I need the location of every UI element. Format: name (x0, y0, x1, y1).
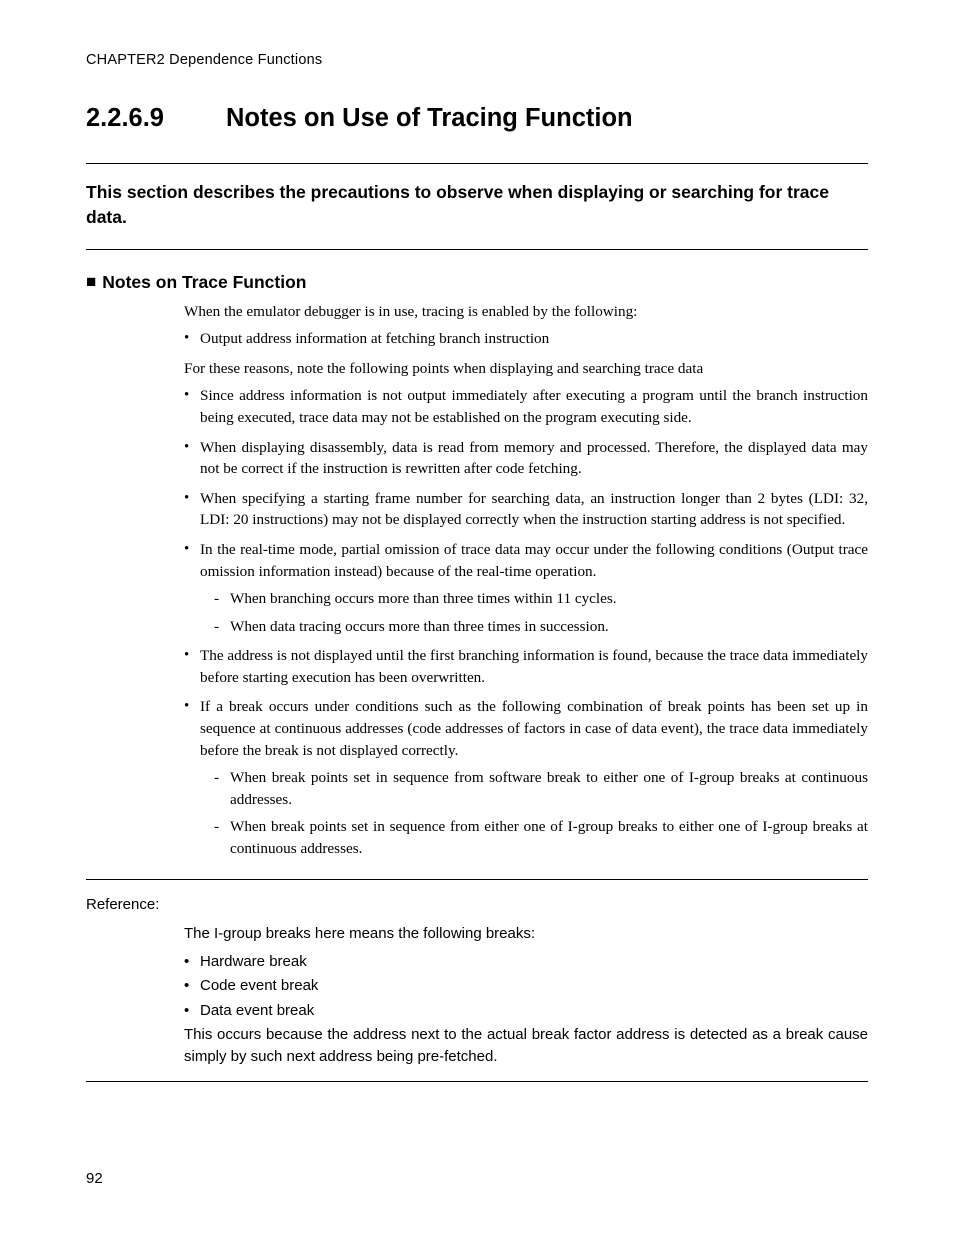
document-page: CHAPTER2 Dependence Functions 2.2.6.9Not… (0, 0, 954, 1235)
section-title: Notes on Use of Tracing Function (226, 104, 633, 132)
list-item: When displaying disassembly, data is rea… (184, 437, 868, 480)
section-number: 2.2.6.9 (86, 104, 226, 133)
paragraph: For these reasons, note the following po… (184, 358, 868, 380)
bullet-list: Hardware breakCode event breakData event… (184, 951, 868, 1023)
body-content: When the emulator debugger is in use, tr… (86, 301, 868, 860)
divider (86, 249, 868, 250)
bullet-list: Output address information at fetching b… (184, 328, 868, 350)
subheading-text: Notes on Trace Function (102, 272, 306, 292)
list-item: When break points set in sequence from s… (214, 767, 868, 810)
divider (86, 879, 868, 880)
page-number: 92 (86, 1170, 103, 1187)
bullet-list: Since address information is not output … (184, 385, 868, 859)
section-heading: 2.2.6.9Notes on Use of Tracing Function (86, 104, 868, 133)
list-item: The address is not displayed until the f… (184, 645, 868, 688)
reference-block: Reference: The I-group breaks here means… (86, 879, 868, 1081)
list-item: When branching occurs more than three ti… (214, 588, 868, 610)
list-item: Output address information at fetching b… (184, 328, 868, 350)
section-intro: This section describes the precautions t… (86, 164, 868, 249)
list-item: When specifying a starting frame number … (184, 488, 868, 531)
list-item: In the real-time mode, partial omission … (184, 539, 868, 637)
paragraph: The I-group breaks here means the follow… (184, 923, 868, 944)
list-item: When data tracing occurs more than three… (214, 616, 868, 638)
divider (86, 1081, 868, 1082)
reference-body: The I-group breaks here means the follow… (86, 923, 868, 1066)
paragraph: This occurs because the address next to … (184, 1024, 868, 1067)
square-bullet-icon: ■ (86, 272, 96, 292)
list-item: If a break occurs under conditions such … (184, 696, 868, 859)
list-item: Hardware break (184, 951, 868, 974)
reference-label: Reference: (86, 896, 868, 913)
list-item: When break points set in sequence from e… (214, 816, 868, 859)
list-item: Since address information is not output … (184, 385, 868, 428)
subheading: ■ Notes on Trace Function (86, 272, 868, 293)
list-item: Data event break (184, 1000, 868, 1023)
paragraph: When the emulator debugger is in use, tr… (184, 301, 868, 323)
list-item: Code event break (184, 975, 868, 998)
dash-list: When break points set in sequence from s… (200, 767, 868, 859)
dash-list: When branching occurs more than three ti… (200, 588, 868, 637)
running-head: CHAPTER2 Dependence Functions (86, 52, 868, 68)
